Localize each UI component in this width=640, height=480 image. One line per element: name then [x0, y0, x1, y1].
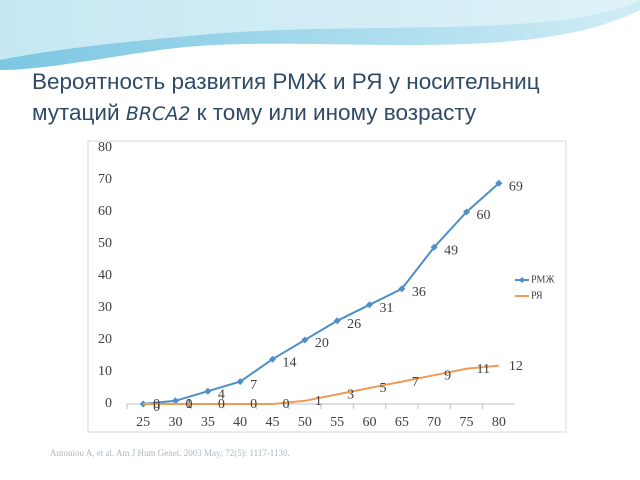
y-tick-label: 40	[98, 268, 112, 283]
data-label: 0	[283, 397, 290, 412]
data-label: 0	[250, 397, 257, 412]
x-tick-label: 40	[233, 415, 247, 430]
data-label: 0	[153, 397, 160, 412]
y-tick-label: 20	[98, 332, 112, 347]
marker	[463, 208, 470, 216]
marker	[366, 301, 373, 309]
x-tick-label: 35	[201, 415, 215, 430]
chart-frame	[87, 140, 567, 433]
source: Antoniou A, et al. Am J Hum Genet. 2003 …	[50, 448, 290, 458]
data-label: 11	[477, 362, 490, 377]
data-label: 26	[347, 317, 361, 332]
header-wave-light	[0, 0, 640, 60]
marker	[204, 387, 212, 395]
data-label: 9	[444, 368, 451, 383]
x-tick-label: 80	[492, 415, 506, 430]
marker	[398, 285, 406, 293]
x-tick-label: 65	[395, 415, 409, 430]
legend-marker	[519, 277, 525, 283]
data-label: 69	[509, 179, 523, 194]
data-label: 49	[444, 243, 458, 258]
marker	[236, 378, 244, 386]
y-tick-label: 50	[98, 236, 112, 251]
y-tick-label: 30	[98, 300, 112, 315]
data-label: 3	[347, 388, 354, 403]
marker	[269, 355, 276, 363]
data-label: 31	[380, 301, 394, 316]
marker	[430, 243, 438, 251]
y-tick-label: 10	[98, 364, 112, 379]
y-tick-label: 0	[105, 396, 112, 411]
slide-title: Вероятность развития РМЖ и РЯ у носитель…	[32, 66, 602, 130]
data-label: 36	[412, 285, 426, 300]
series-line	[143, 182, 500, 405]
data-label: 14	[283, 355, 297, 370]
data-label: 0	[218, 397, 225, 412]
title-part: к тому или иному возрасту	[190, 100, 477, 125]
x-tick-label: 25	[136, 415, 150, 430]
y-tick-label: 70	[98, 172, 112, 187]
legend-label: РЯ	[531, 290, 543, 301]
marker	[301, 336, 309, 344]
data-label: 4	[218, 387, 225, 402]
data-label: 5	[380, 381, 387, 396]
data-label: 1	[315, 394, 322, 409]
data-label: 7	[250, 378, 257, 393]
x-tick-label: 60	[363, 415, 377, 430]
data-label: 0	[186, 397, 193, 412]
marker	[495, 179, 503, 187]
marker	[172, 397, 179, 405]
x-tick-label: 75	[460, 415, 474, 430]
title-part: BRCA2	[125, 103, 191, 125]
marker	[333, 317, 341, 325]
x-tick-label: 70	[427, 415, 441, 430]
y-tick-label: 60	[98, 204, 112, 219]
x-tick-label: 30	[169, 415, 183, 430]
series-line	[143, 364, 499, 405]
data-label: 7	[412, 375, 419, 390]
data-label: 60	[477, 208, 491, 223]
x-tick-label: 50	[298, 415, 312, 430]
data-label: 12	[509, 359, 523, 374]
x-tick-label: 45	[266, 415, 280, 430]
data-label: 20	[315, 336, 329, 351]
title-part: Вероятность развития РМЖ и РЯ у носитель…	[32, 69, 540, 125]
data-label: 0	[153, 400, 160, 415]
legend-label: РМЖ	[531, 274, 554, 285]
x-tick-label: 55	[330, 415, 344, 430]
y-tick-label: 80	[98, 140, 112, 155]
